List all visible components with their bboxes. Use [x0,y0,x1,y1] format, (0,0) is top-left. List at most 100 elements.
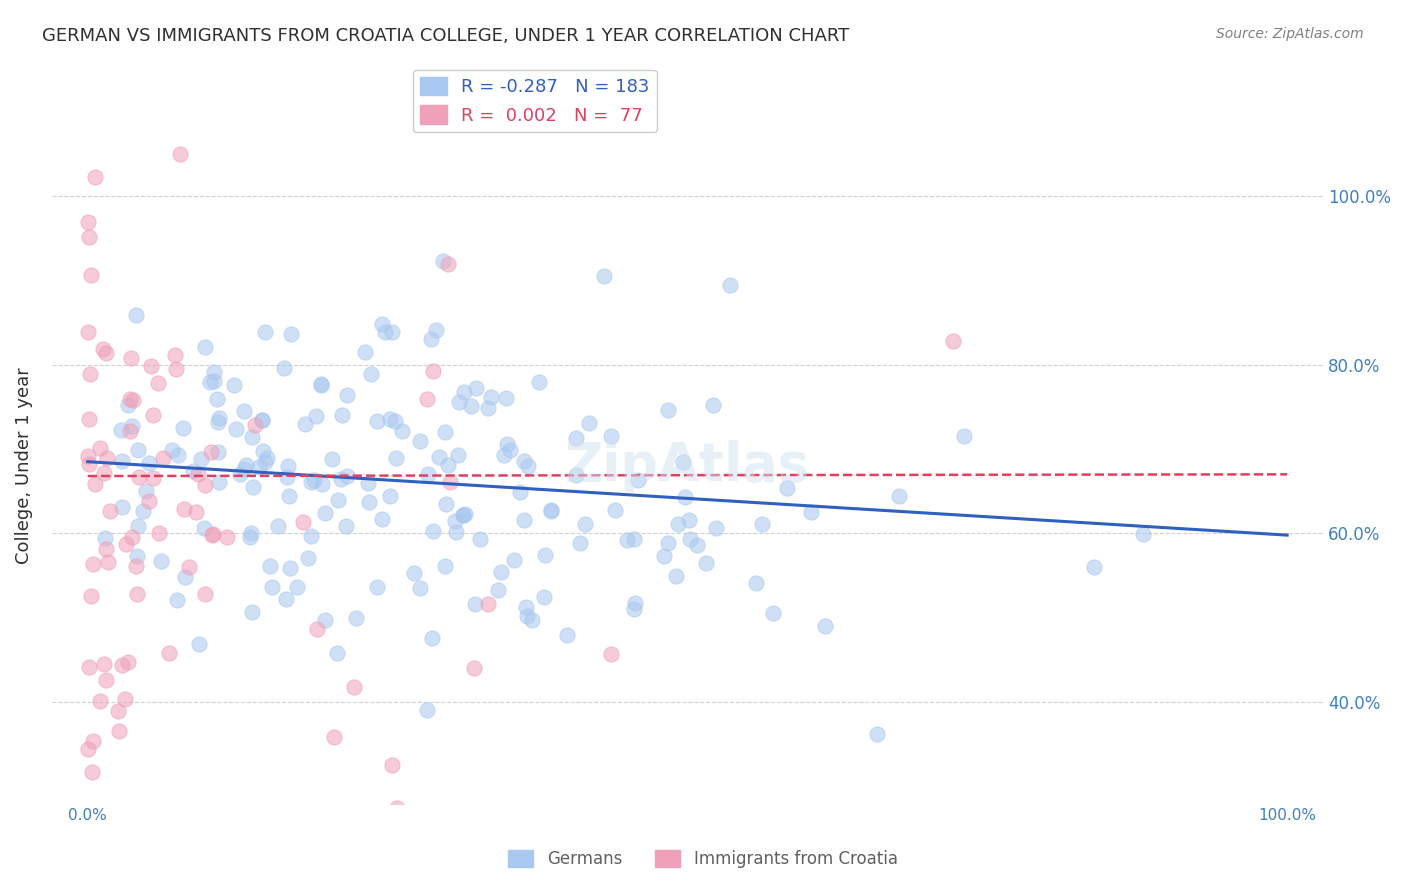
Point [600,647,623,661]
Point [381,325,404,339]
Point [193,521,215,535]
Point [207,416,229,430]
Point [266,519,288,533]
Point [135,484,157,499]
Point [111,658,134,673]
Point [240,430,263,444]
Point [273,360,295,375]
Point [169,146,191,161]
Point [380,412,402,426]
Point [110,454,132,468]
Point [374,325,396,339]
Point [202,527,225,541]
Point [148,376,170,390]
Point [439,475,461,489]
Point [391,424,413,438]
Point [443,514,465,528]
Point [420,333,443,347]
Point [202,374,225,388]
Point [422,364,444,378]
Point [665,568,688,582]
Point [329,472,352,486]
Point [250,413,273,427]
Point [314,506,336,520]
Point [207,445,229,459]
Point [540,502,562,516]
Point [79,660,101,674]
Point [652,549,675,564]
Point [678,513,700,527]
Point [1083,560,1105,574]
Point [866,727,889,741]
Point [79,367,101,381]
Point [328,493,350,508]
Point [276,592,298,607]
Point [366,581,388,595]
Point [142,409,165,423]
Point [534,549,557,563]
Point [516,608,538,623]
Point [685,538,707,552]
Point [499,443,522,458]
Point [418,467,440,481]
Point [574,516,596,531]
Point [127,519,149,533]
Point [516,458,538,473]
Point [121,393,143,408]
Point [194,340,217,354]
Point [243,417,266,432]
Point [557,628,579,642]
Point [194,587,217,601]
Point [173,570,195,584]
Point [184,505,207,519]
Point [427,450,450,465]
Point [200,375,222,389]
Point [451,508,474,523]
Point [224,378,246,392]
Point [762,606,785,620]
Point [76,741,98,756]
Point [287,580,309,594]
Point [416,392,439,406]
Point [623,602,645,616]
Point [82,558,104,572]
Point [336,387,359,401]
Point [82,733,104,747]
Point [228,467,250,481]
Point [173,502,195,516]
Point [233,462,256,476]
Point [309,377,332,392]
Point [280,326,302,341]
Point [79,411,101,425]
Point [148,526,170,541]
Point [311,477,333,491]
Point [529,375,551,389]
Point [354,344,377,359]
Point [416,703,439,717]
Point [76,450,98,464]
Y-axis label: College, Under 1 year: College, Under 1 year [15,368,32,565]
Point [277,458,299,473]
Point [745,575,768,590]
Point [605,502,627,516]
Point [165,362,187,376]
Point [121,530,143,544]
Point [776,481,799,495]
Point [515,600,537,615]
Point [299,528,322,542]
Point [814,618,837,632]
Point [111,500,134,515]
Point [128,470,150,484]
Point [384,414,406,428]
Point [520,613,543,627]
Point [225,422,247,436]
Point [167,448,190,462]
Point [432,254,454,268]
Legend: R = -0.287   N = 183, R =  0.002   N =  77: R = -0.287 N = 183, R = 0.002 N = 77 [413,70,657,132]
Point [84,170,107,185]
Point [463,661,485,675]
Point [357,494,380,508]
Point [160,443,183,458]
Point [278,561,301,575]
Point [114,537,136,551]
